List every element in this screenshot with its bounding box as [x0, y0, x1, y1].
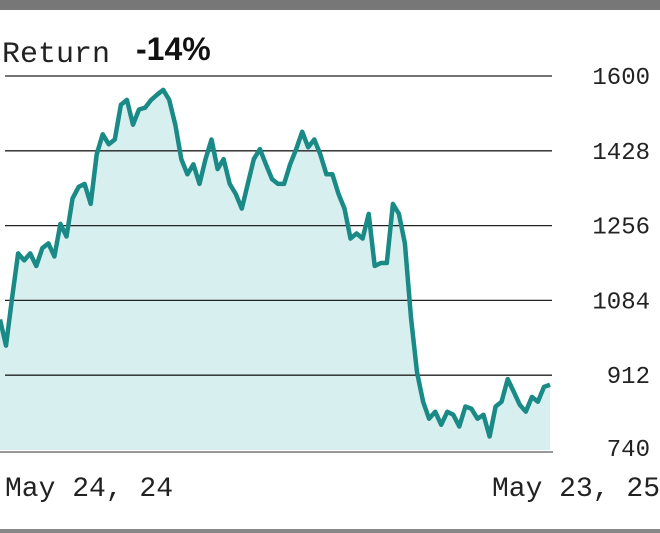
x-tick-label: May 23, 25: [492, 474, 660, 505]
y-tick-label: 740: [607, 437, 650, 464]
y-tick-label: 1084: [592, 289, 650, 316]
return-value: -14%: [136, 31, 211, 67]
top-bar: [0, 0, 660, 10]
y-tick-label: 912: [607, 364, 650, 391]
y-tick-label: 1256: [592, 215, 650, 242]
plot: [0, 75, 553, 453]
area: [0, 89, 550, 451]
bottom-bar: [0, 529, 660, 533]
chart-title: Return: [2, 38, 110, 72]
line: [0, 87, 551, 439]
y-tick-label: 1428: [592, 140, 650, 167]
x-tick-label: May 24, 24: [5, 474, 173, 505]
y-tick-label: 1600: [592, 65, 650, 92]
